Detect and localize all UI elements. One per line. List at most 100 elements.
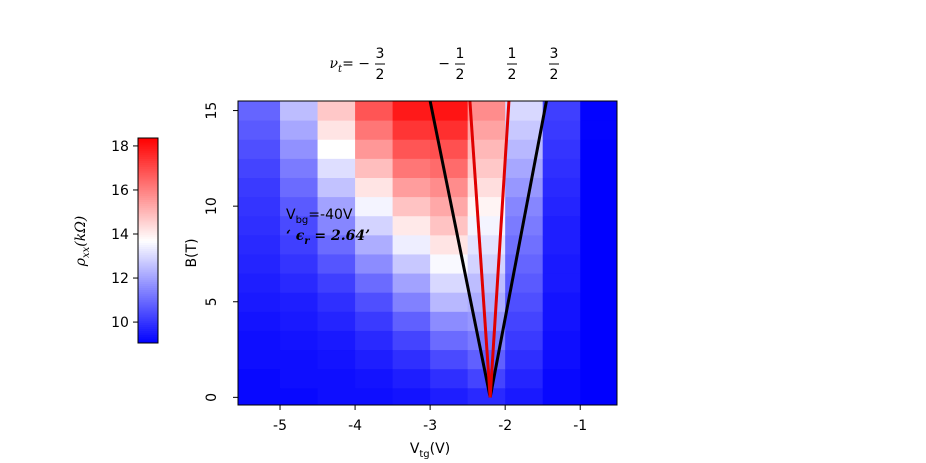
colorbar-slice: [138, 213, 158, 217]
heat-cell: [280, 196, 319, 217]
fan-line: [468, 101, 492, 398]
heat-cell: [542, 349, 581, 370]
colorbar-slice: [138, 203, 158, 207]
colorbar-tick-label: 16: [111, 183, 129, 199]
colorbar-slice: [138, 279, 158, 282]
filling-label-sign: −: [438, 56, 450, 72]
heat-cell: [317, 158, 356, 178]
heat-cell: [542, 253, 581, 274]
heat-cell: [355, 330, 394, 351]
colorbar-slice: [138, 332, 158, 336]
colorbar-slice: [138, 207, 158, 211]
heat-cell: [317, 120, 356, 140]
heat-cell: [580, 292, 617, 312]
colorbar-slice: [138, 211, 158, 215]
heat-cell: [430, 177, 469, 198]
heat-cell: [542, 177, 581, 198]
heat-cell: [430, 234, 469, 255]
colorbar-slice: [138, 195, 158, 198]
heat-cell: [392, 349, 431, 370]
heat-cell: [355, 101, 394, 121]
heat-cell: [580, 177, 617, 198]
heat-cell: [392, 139, 431, 159]
heat-cell: [317, 311, 356, 331]
heat-cell: [280, 253, 319, 274]
colorbar-slice: [138, 248, 158, 252]
colorbar-tick-label: 12: [111, 271, 129, 287]
colorbar-slice: [138, 291, 158, 295]
colorbar-slice: [138, 328, 158, 332]
heat-cell: [430, 387, 469, 405]
colorbar-slice: [138, 174, 158, 178]
heat-cell: [238, 139, 281, 159]
heat-cell: [238, 101, 281, 121]
heat-cell: [467, 196, 506, 217]
text-part: = 2.64’: [310, 228, 371, 244]
heat-cell: [317, 330, 356, 351]
colorbar-slice: [138, 201, 158, 204]
colorbar-slice: [138, 164, 158, 168]
heat-cell: [355, 139, 394, 159]
heat-cell: [317, 215, 356, 236]
colorbar-slice: [138, 181, 158, 184]
colorbar-slice: [138, 289, 158, 293]
heat-cell: [317, 387, 356, 405]
heat-cell: [280, 177, 319, 198]
filling-numerator: 1: [456, 46, 465, 62]
colorbar-slice: [138, 187, 158, 190]
heat-cell: [280, 311, 319, 331]
colorbar-slice: [138, 148, 158, 151]
text-part: t: [338, 64, 343, 75]
heat-cell: [467, 158, 506, 178]
colorbar-slice: [138, 256, 158, 260]
colorbar-slice: [138, 240, 158, 243]
heat-cell: [580, 273, 617, 293]
heat-cell: [355, 253, 394, 274]
fan-line: [428, 101, 492, 398]
colorbar-slice: [138, 154, 158, 157]
heat-cell: [542, 196, 581, 217]
heat-cell: [542, 273, 581, 293]
colorbar-slice: [138, 209, 158, 213]
text-part: xx: [81, 246, 92, 258]
heat-cell: [355, 311, 394, 331]
heat-cell: [580, 101, 617, 121]
heat-cell: [505, 253, 544, 274]
x-tick-label: -3: [423, 418, 437, 434]
x-tick-label: -1: [573, 418, 587, 434]
heat-cell: [542, 139, 581, 159]
heat-cell: [580, 158, 617, 178]
colorbar-slice: [138, 199, 158, 202]
heat-cell: [542, 387, 581, 405]
colorbar-slice: [138, 304, 158, 307]
filling-denominator: 2: [550, 67, 559, 83]
fan-lines: [428, 101, 548, 398]
heat-cell: [355, 387, 394, 405]
colorbar-slice: [138, 244, 158, 248]
heat-cell: [467, 387, 506, 405]
colorbar-slice: [138, 150, 158, 153]
heat-cell: [542, 368, 581, 389]
filling-denominator: 2: [508, 67, 517, 83]
heat-cell: [580, 311, 617, 331]
colorbar-slice: [138, 295, 158, 299]
heat-cell: [542, 215, 581, 236]
colorbar-slice: [138, 263, 158, 266]
colorbar-slice: [138, 224, 158, 227]
colorbar-slice: [138, 330, 158, 334]
colorbar-slice: [138, 232, 158, 235]
heat-cell: [355, 234, 394, 255]
heat-cell: [430, 368, 469, 389]
colorbar-slice: [138, 197, 158, 200]
filling-numerator: 3: [550, 46, 559, 62]
colorbar-slice: [138, 258, 158, 262]
heat-cell: [317, 273, 356, 293]
heat-cell: [392, 101, 431, 121]
colorbar-slice: [138, 160, 158, 163]
colorbar-slice: [138, 285, 158, 289]
heat-cell: [280, 234, 319, 255]
colorbar-slice: [138, 287, 158, 291]
colorbar-slice: [138, 250, 158, 254]
heat-cell: [392, 387, 431, 405]
colorbar-slice: [138, 312, 158, 315]
